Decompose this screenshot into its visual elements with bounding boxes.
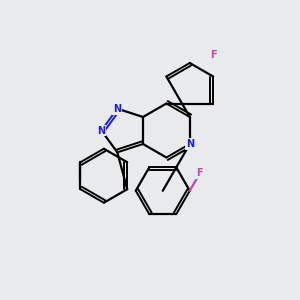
Text: F: F: [210, 50, 217, 59]
Text: N: N: [98, 125, 106, 136]
Text: N: N: [186, 139, 194, 149]
Text: F: F: [196, 168, 203, 178]
Text: N: N: [113, 104, 122, 114]
